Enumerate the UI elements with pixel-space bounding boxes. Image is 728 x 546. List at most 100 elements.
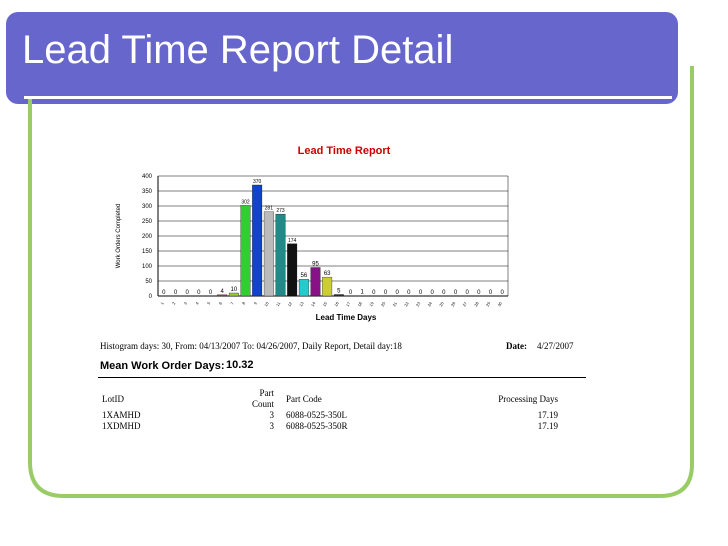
table-row: 1XAMHD 3 6088-0525-350L 17.19: [100, 410, 560, 421]
y-tick-label: 200: [142, 234, 153, 240]
x-tick-label: 15: [321, 300, 328, 307]
x-tick-label: 21: [391, 300, 398, 307]
bar-value-label: 0: [477, 290, 481, 296]
cell-part-count: 3: [269, 421, 275, 431]
x-tick-label: 10: [263, 300, 270, 307]
y-tick-label: 350: [142, 189, 153, 195]
column-header-lotid: LotID: [102, 393, 124, 404]
bar-value-label: 0: [454, 290, 458, 296]
x-tick-label: 14: [310, 300, 317, 307]
parts-table: LotID Part Count Part Code Processing Da…: [100, 388, 560, 432]
bar-value-label: 302: [241, 199, 250, 205]
bar-value-label: 95: [312, 262, 319, 268]
x-tick-label: 20: [380, 300, 387, 307]
bar: [252, 184, 263, 297]
cell-part-code: 6088-0525-350L: [286, 410, 347, 420]
cell-processing-days: 17.19: [537, 421, 558, 431]
x-tick-label: 11: [275, 300, 282, 307]
bar: [275, 213, 286, 297]
x-tick-label: 8: [241, 300, 247, 305]
bar-value-label: 0: [197, 290, 201, 296]
histogram-stats: Histogram days: 30, From: 04/13/2007 To:…: [100, 341, 402, 351]
report-date-value: 4/27/2007: [537, 341, 574, 351]
bar-value-label: 0: [185, 290, 189, 296]
mean-work-order-days-value: 10.32: [226, 359, 254, 371]
column-header-part-count: Part Count: [251, 388, 274, 409]
cell-processing-days: 17.19: [537, 410, 558, 420]
bar-value-label: 4: [220, 289, 224, 295]
bar-value-label: 0: [209, 290, 213, 296]
bar-value-label: 0: [407, 290, 411, 296]
x-tick-label: 13: [298, 300, 305, 307]
y-tick-label: 100: [142, 264, 153, 270]
content-frame-border: [28, 66, 694, 498]
report-date-label: Date:: [506, 341, 527, 351]
bar-value-label: 0: [174, 290, 178, 296]
bar-value-label: 0: [384, 290, 388, 296]
chart-y-axis-label: Work Orders Completed: [116, 204, 122, 269]
bar: [228, 292, 239, 297]
x-tick-label: 4: [194, 300, 200, 305]
bar: [298, 279, 309, 297]
bar-value-label: 0: [395, 290, 399, 296]
bar: [287, 243, 298, 297]
y-tick-label: 50: [145, 279, 152, 285]
bar: [217, 294, 228, 297]
divider: [98, 377, 586, 378]
y-tick-label: 250: [142, 219, 153, 225]
cell-lotid: 1XDMHD: [102, 421, 141, 431]
bar-value-label: 0: [442, 290, 446, 296]
x-tick-label: 24: [426, 300, 433, 307]
y-tick-label: 0: [149, 294, 153, 300]
x-tick-label: 2: [171, 300, 177, 305]
bar-value-label: 0: [349, 290, 353, 296]
bar: [263, 211, 274, 297]
bar-value-label: 0: [500, 290, 504, 296]
bar: [310, 267, 321, 297]
column-header-part-code: Part Code: [286, 393, 322, 404]
x-tick-label: 1: [159, 300, 165, 305]
cell-part-count: 3: [269, 410, 275, 420]
chart-title: Lead Time Report: [298, 145, 391, 157]
bar-value-label: 1: [360, 290, 364, 296]
x-tick-label: 18: [356, 300, 363, 307]
bar-value-label: 174: [288, 238, 297, 244]
x-tick-label: 12: [286, 300, 293, 307]
x-tick-label: 16: [333, 300, 340, 307]
chart-x-axis-label: Lead Time Days: [316, 313, 377, 322]
report-date: Date: 4/27/2007: [506, 341, 574, 351]
x-tick-label: 7: [229, 300, 235, 305]
x-tick-label: 6: [218, 300, 224, 305]
x-tick-label: 5: [206, 300, 212, 305]
bar-value-label: 0: [162, 290, 166, 296]
x-tick-label: 29: [485, 300, 492, 307]
x-tick-label: 30: [496, 300, 503, 307]
bar: [240, 205, 251, 297]
bar: [322, 276, 333, 297]
bar: [333, 294, 344, 297]
bar-value-label: 0: [465, 290, 469, 296]
x-tick-label: 22: [403, 300, 410, 307]
column-header-processing-days: Processing Days: [498, 393, 558, 404]
x-tick-label: 26: [450, 300, 457, 307]
bar-value-label: 273: [276, 208, 285, 214]
cell-part-code: 6088-0525-350R: [286, 421, 348, 431]
bar-value-label: 281: [265, 206, 274, 212]
bar-value-label: 0: [372, 290, 376, 296]
x-tick-label: 9: [253, 300, 259, 305]
lead-time-report: Lead Time Report Work Orders Completed L…: [96, 138, 596, 431]
bar-value-label: 0: [430, 290, 434, 296]
header-band: [6, 12, 678, 104]
x-tick-label: 23: [415, 300, 422, 307]
y-tick-label: 300: [142, 204, 153, 210]
header-underline: [24, 96, 672, 99]
bar-value-label: 10: [230, 287, 237, 293]
x-tick-label: 25: [438, 300, 445, 307]
bar-value-label: 0: [419, 290, 423, 296]
x-tick-label: 17: [345, 300, 352, 307]
cell-lotid: 1XAMHD: [102, 410, 141, 420]
bar-value-label: 56: [300, 273, 307, 279]
x-tick-label: 27: [461, 300, 468, 307]
table-row: 1XDMHD 3 6088-0525-350R 17.19: [100, 421, 560, 432]
